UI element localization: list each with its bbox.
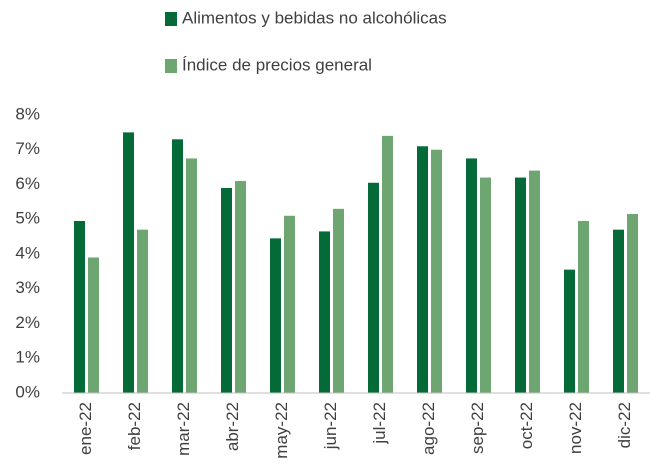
bar xyxy=(137,229,148,393)
x-tick-label: ene-22 xyxy=(76,402,95,455)
y-tick-label: 0% xyxy=(15,382,40,401)
x-tick-label: may-22 xyxy=(272,402,291,459)
bar xyxy=(333,208,344,393)
bar xyxy=(221,187,232,393)
bar xyxy=(515,177,526,393)
x-tick-label: oct-22 xyxy=(517,402,536,449)
bar xyxy=(613,229,624,393)
bar xyxy=(529,170,540,393)
y-tick-label: 6% xyxy=(15,174,40,193)
y-tick-label: 2% xyxy=(15,313,40,332)
x-tick-label: jul-22 xyxy=(370,402,389,445)
y-tick-label: 4% xyxy=(15,243,40,262)
bar xyxy=(123,132,134,393)
x-tick-label: mar-22 xyxy=(174,402,193,456)
bar xyxy=(284,215,295,393)
bar xyxy=(319,231,330,393)
bar xyxy=(417,146,428,393)
bar xyxy=(431,149,442,393)
bar xyxy=(74,220,85,393)
x-tick-label: nov-22 xyxy=(566,402,585,454)
x-tick-label: sep-22 xyxy=(468,402,487,454)
bar xyxy=(578,220,589,393)
bar xyxy=(172,139,183,393)
legend-swatch xyxy=(165,59,177,73)
legend-label: Índice de precios general xyxy=(182,55,372,74)
bar xyxy=(382,135,393,393)
bar xyxy=(480,177,491,393)
x-tick-label: dic-22 xyxy=(615,402,634,448)
x-tick-label: jun-22 xyxy=(321,402,340,450)
bar xyxy=(270,238,281,393)
y-tick-label: 5% xyxy=(15,209,40,228)
y-tick-label: 3% xyxy=(15,278,40,297)
bar xyxy=(466,158,477,393)
y-tick-label: 8% xyxy=(15,104,40,123)
bar xyxy=(627,214,638,393)
x-tick-label: abr-22 xyxy=(223,402,242,451)
bar xyxy=(368,182,379,393)
x-tick-label: ago-22 xyxy=(419,402,438,455)
y-tick-label: 7% xyxy=(15,139,40,158)
bar xyxy=(235,181,246,393)
bar xyxy=(186,158,197,393)
legend-swatch xyxy=(165,12,177,26)
y-tick-label: 1% xyxy=(15,348,40,367)
legend-label: Alimentos y bebidas no alcohólicas xyxy=(182,8,447,27)
bar xyxy=(88,257,99,393)
bar xyxy=(564,269,575,393)
x-tick-label: feb-22 xyxy=(125,402,144,450)
